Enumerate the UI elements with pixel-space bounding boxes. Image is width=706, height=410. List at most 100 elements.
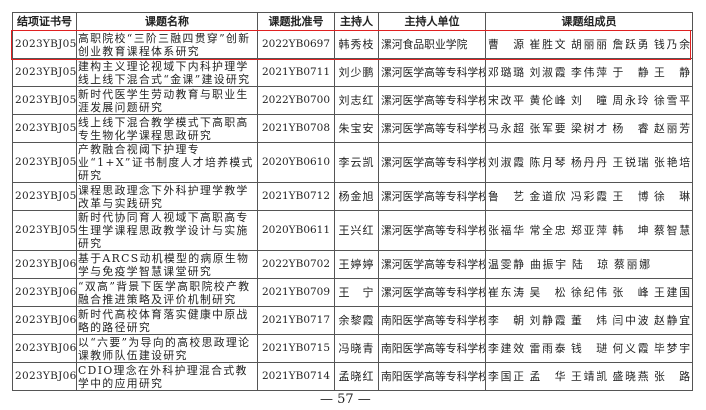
appr-cell: 2021YB0711 <box>257 58 335 87</box>
member-name: 韩 坤 <box>612 224 649 237</box>
member-name: 李建效 <box>488 342 524 355</box>
member-name: 杨 睿 <box>612 122 649 135</box>
member-name: 蔡丽娜 <box>614 258 650 271</box>
appr-cell: 2021YB0717 <box>257 306 335 335</box>
table-row: 2023YBJ0593高职院校“三阶三融四贯穿”创新创业教育课程体系研究2022… <box>12 30 693 59</box>
member-name: 刘淑霞 <box>529 66 566 79</box>
member-name: 董 炜 <box>571 314 607 327</box>
table-row: 2023YBJ0594建构主义理论视域下内科护理学线上线下混合式“金课”建设研究… <box>12 58 693 87</box>
host-cell: 韩秀枝 <box>334 30 379 59</box>
table-row: 2023YBJ0600基于ARCS动机模型的病原生物学与免疫学智慧课堂研究202… <box>12 250 693 279</box>
unit-cell: 漯河医学高等专科学校 <box>378 114 486 143</box>
title-cell: 新时代协同育人视域下高职高专生理学课程思政教学设计与实施研究 <box>76 210 258 251</box>
cert-cell: 2023YBJ0604 <box>12 362 77 391</box>
host-cell: 王兴红 <box>334 210 379 251</box>
member-name: 张 峰 <box>612 286 649 299</box>
appr-cell: 2021YB0714 <box>257 362 335 391</box>
cert-cell: 2023YBJ0594 <box>12 58 77 87</box>
members-cell: 邓璐璐 刘淑霞 李伟萍于 静王 静 <box>485 58 693 87</box>
member-name: 杨丹丹 <box>571 156 607 169</box>
title-cell: 新时代医学生劳动教育与职业生涯发展问题研究 <box>76 86 258 115</box>
member-name: 马永超 <box>488 122 524 135</box>
member-name: 温雯静 <box>488 258 524 271</box>
appr-cell: 2021YB0709 <box>257 278 335 307</box>
unit-cell: 漯河医学高等专科学校 <box>378 210 486 251</box>
member-name: 鲁 艺 <box>488 190 524 203</box>
table-row: 2023YBJ0602新时代高校体育落实健康中原战略的路径研究2021YB071… <box>12 306 693 335</box>
member-name: 吴 松 <box>529 286 566 299</box>
member-name: 邓璐璐 <box>488 66 524 79</box>
member-name: 金道欣 <box>529 190 566 203</box>
members-cell: 曹 源崔胜文 胡丽丽 詹跃勇 钱乃余 <box>485 30 693 59</box>
title-cell: 建构主义理论视域下内科护理学线上线下混合式“金课”建设研究 <box>76 58 258 87</box>
member-name: 毕梦宇 <box>654 342 690 355</box>
member-name: 陈月琴 <box>529 156 566 169</box>
title-cell: 线上线下混合教学模式下高职高专生物化学课程思政研究 <box>76 114 258 143</box>
unit-cell: 南阳医学高等专科学校 <box>378 334 486 363</box>
member-name: 李国正 <box>488 370 524 383</box>
member-name: 王锐瑞 <box>612 156 649 169</box>
table-row: 2023YBJ0596线上线下混合教学模式下高职高专生物化学课程思政研究2021… <box>12 114 693 143</box>
member-name: 张福华 <box>488 224 524 237</box>
member-name: 钱乃余 <box>654 38 690 51</box>
title-cell: 高职院校“三阶三融四贯穿”创新创业教育课程体系研究 <box>76 30 258 59</box>
member-name: 刘静霞 <box>529 314 566 327</box>
table-row: 2023YBJ0595新时代医学生劳动教育与职业生涯发展问题研究2022YB07… <box>12 86 693 115</box>
member-name: 冯彩霞 <box>571 190 607 203</box>
appr-cell: 2020YB0610 <box>257 142 335 183</box>
cert-cell: 2023YBJ0596 <box>12 114 77 143</box>
member-name: 宋改平 <box>488 94 524 107</box>
cert-cell: 2023YBJ0602 <box>12 306 77 335</box>
cert-cell: 2023YBJ0599 <box>12 210 77 251</box>
unit-cell: 漯河医学高等专科学校 <box>378 142 486 183</box>
appr-cell: 2022YB0702 <box>257 250 335 279</box>
members-cell: 李 朝刘静霞董 炜闫中波 赵静宜 <box>485 306 693 335</box>
host-cell: 朱宝安 <box>334 114 379 143</box>
header-host: 主持人 <box>334 12 379 31</box>
member-name: 雷雨泰 <box>529 342 566 355</box>
member-name: 孟 华 <box>529 370 566 383</box>
header-approval: 课题批准号 <box>257 12 335 31</box>
table-row: 2023YBJ0601“双高”背景下医学高职院校产教融合推进策略及评价机制研究2… <box>12 278 693 307</box>
members-cell: 宋改平 黄伦峰刘 曈周永玲 徐雪平 <box>485 86 693 115</box>
member-name: 胡丽丽 <box>571 38 607 51</box>
member-name: 王靖凯 <box>571 370 607 383</box>
appr-cell: 2020YB0611 <box>257 210 335 251</box>
unit-cell: 漯河医学高等专科学校 <box>378 58 486 87</box>
appr-cell: 2022YB0697 <box>257 30 335 59</box>
member-name: 王 静 <box>654 66 690 79</box>
member-name: 蔡智慧 <box>654 224 690 237</box>
member-name: 闫中波 <box>612 314 649 327</box>
host-cell: 孟晓红 <box>334 362 379 391</box>
table-row: 2023YBJ0597产教融合视阈下护理专业“1+X”证书制度人才培养模式研究2… <box>12 142 693 183</box>
appr-cell: 2021YB0715 <box>257 334 335 363</box>
unit-cell: 南阳医学高等专科学校 <box>378 306 486 335</box>
host-cell: 杨金旭 <box>334 182 379 211</box>
member-name: 常全忠 <box>529 224 566 237</box>
header-title: 课题名称 <box>76 12 258 31</box>
cert-cell: 2023YBJ0603 <box>12 334 77 363</box>
members-cell: 李国正孟 华王靖凯 盛晓燕张 路 <box>485 362 693 391</box>
members-cell: 鲁 艺金道欣 冯彩霞王 博徐 琳 <box>485 182 693 211</box>
host-cell: 冯晓青 <box>334 334 379 363</box>
unit-cell: 南阳医学高等专科学校 <box>378 362 486 391</box>
member-name: 于 静 <box>612 66 649 79</box>
member-name: 陆 琼 <box>572 258 608 271</box>
header-members: 课题组成员 <box>485 12 693 31</box>
member-name: 王 博 <box>612 190 649 203</box>
member-name: 李 朝 <box>488 314 524 327</box>
appr-cell: 2022YB0700 <box>257 86 335 115</box>
cert-cell: 2023YBJ0593 <box>12 30 77 59</box>
member-name: 李伟萍 <box>571 66 607 79</box>
title-cell: “双高”背景下医学高职院校产教融合推进策略及评价机制研究 <box>76 278 258 307</box>
host-cell: 王 宁 <box>334 278 379 307</box>
project-table: 结项证书号 课题名称 课题批准号 主持人 主持人单位 课题组成员 2023YBJ… <box>12 12 693 391</box>
member-name: 梁树才 <box>571 122 607 135</box>
cert-cell: 2023YBJ0598 <box>12 182 77 211</box>
member-name: 曹 源 <box>488 38 524 51</box>
member-name: 张军要 <box>529 122 566 135</box>
title-cell: 以“六要”为导向的高校思政理论课教师队伍建设研究 <box>76 334 258 363</box>
table-row: 2023YBJ0599新时代协同育人视域下高职高专生理学课程思政教学设计与实施研… <box>12 210 693 251</box>
header-unit: 主持人单位 <box>378 12 486 31</box>
member-name: 赵静宜 <box>654 314 690 327</box>
